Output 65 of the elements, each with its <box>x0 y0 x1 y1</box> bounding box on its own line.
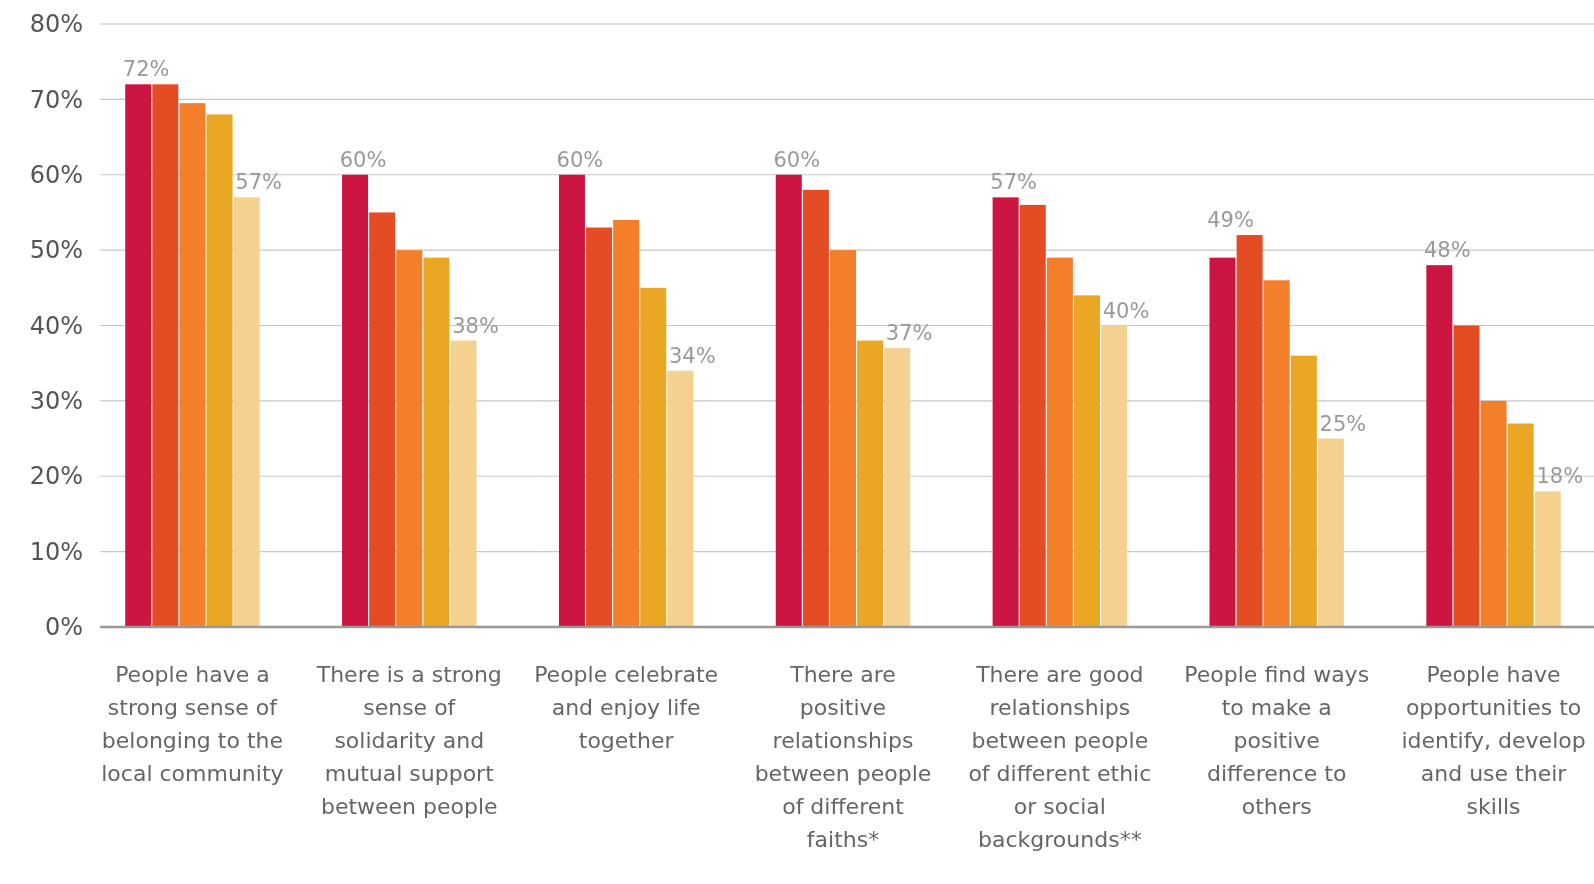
bar <box>558 174 585 627</box>
bar <box>152 84 179 627</box>
bar <box>775 174 802 627</box>
bar <box>1046 257 1073 627</box>
y-tick-label: 70% <box>29 85 83 114</box>
data-label: 72% <box>122 57 170 82</box>
y-tick-label: 60% <box>29 160 83 189</box>
bar <box>1453 325 1480 627</box>
bar <box>992 197 1019 627</box>
y-tick-label: 80% <box>29 10 83 39</box>
bar <box>206 114 233 627</box>
bar <box>1317 438 1344 627</box>
bar <box>396 250 423 627</box>
y-tick-label: 30% <box>29 387 83 416</box>
data-label: 60% <box>556 147 604 172</box>
y-tick-label: 0% <box>44 613 83 642</box>
data-label: 49% <box>1207 208 1254 233</box>
bar <box>1290 355 1317 627</box>
data-label: 25% <box>1319 411 1367 436</box>
data-label: 57% <box>990 170 1037 195</box>
bar <box>884 348 911 627</box>
x-tick-label: People celebrate and enjoy life together <box>534 662 719 753</box>
data-label: 60% <box>773 147 821 172</box>
bar <box>342 174 369 627</box>
bar <box>586 227 613 627</box>
data-label: 60% <box>339 147 387 172</box>
data-label: 37% <box>885 321 933 346</box>
bar <box>613 219 640 627</box>
bar <box>1263 280 1290 627</box>
bar <box>369 212 396 627</box>
bar <box>233 197 260 627</box>
bar <box>423 257 450 627</box>
y-tick-label: 20% <box>29 462 83 491</box>
data-label: 40% <box>1102 298 1150 323</box>
y-tick-label: 50% <box>29 236 83 265</box>
bar <box>1426 265 1453 627</box>
bar <box>450 340 477 627</box>
bar <box>179 103 206 627</box>
bar <box>1073 295 1100 627</box>
data-label: 48% <box>1424 238 1471 263</box>
data-label: 38% <box>452 313 499 338</box>
bar <box>1236 235 1263 627</box>
bar <box>1019 204 1046 627</box>
bar <box>125 84 152 627</box>
bar <box>857 340 884 627</box>
x-tick-label: People have a strong sense of belonging to the local community <box>101 662 284 786</box>
bar <box>1507 423 1534 627</box>
bar <box>829 250 857 627</box>
x-tick-label: People find ways to make a positive difference to others <box>1184 662 1370 819</box>
y-tick-label: 40% <box>29 311 83 340</box>
x-tick-label: There are positive relationships between people of different faiths* <box>754 662 932 852</box>
data-label: 18% <box>1536 464 1584 489</box>
x-tick-label: There are good relationships between people of different ethic or social backgrounds** <box>968 662 1152 852</box>
x-tick-label: There is a strong sense of solidarity and mutual support between people <box>315 662 502 819</box>
bar <box>667 370 694 627</box>
bar <box>802 189 829 627</box>
data-label: 57% <box>235 170 282 195</box>
bar <box>640 287 667 627</box>
x-tick-label: People have opportunities to identify, develop and use their skills <box>1401 662 1586 819</box>
bar <box>1209 257 1236 627</box>
data-label: 34% <box>669 343 716 368</box>
y-tick-label: 10% <box>29 537 83 566</box>
bar <box>1534 491 1561 627</box>
bar <box>1101 325 1128 627</box>
bar <box>1480 400 1507 627</box>
